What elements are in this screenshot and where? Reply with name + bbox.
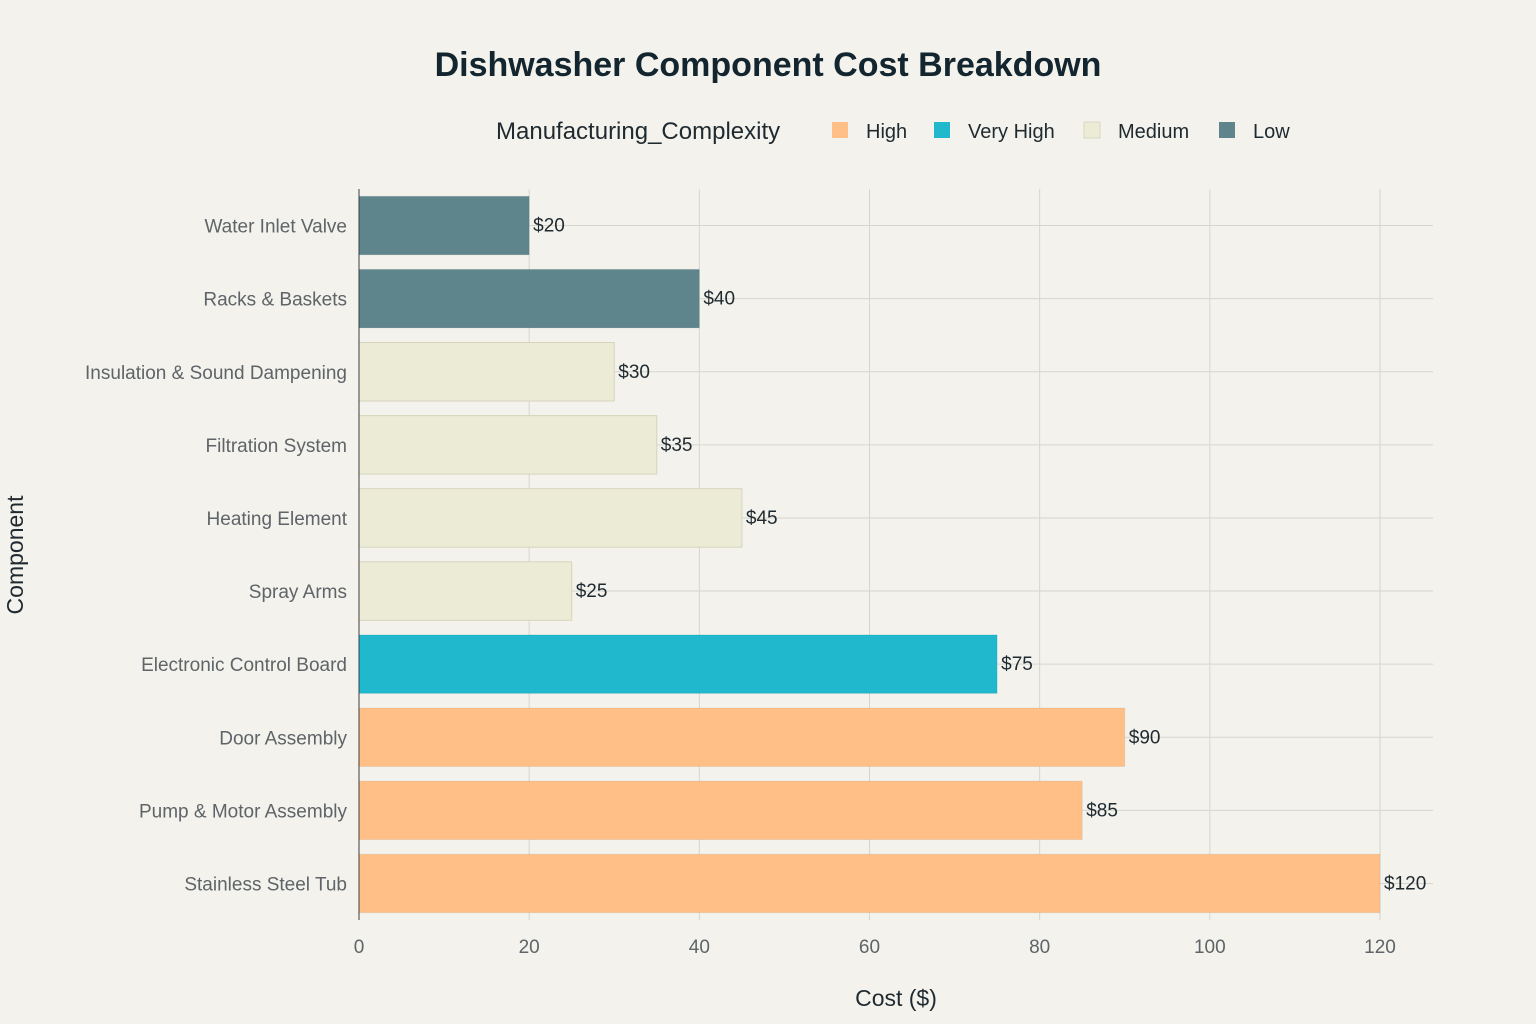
y-category-label: Pump & Motor Assembly <box>139 801 348 822</box>
bar-stainless-steel-tub[interactable] <box>358 853 1381 914</box>
bar-door-assembly[interactable] <box>358 707 1126 767</box>
bar-water-inlet-valve[interactable] <box>358 195 530 256</box>
bar-heating-element[interactable] <box>358 488 743 548</box>
x-tick-label: 60 <box>859 937 880 958</box>
data-label-racks-and-baskets: $40 <box>703 289 735 310</box>
legend-label-very-high[interactable]: Very High <box>968 121 1055 143</box>
legend-label-low[interactable]: Low <box>1253 121 1290 143</box>
bars: $20 $40 $30 $35 $45 $25 $75 $90 $85 $120 <box>358 189 1426 920</box>
legend-swatch-low[interactable] <box>1219 122 1235 138</box>
y-category-label: Electronic Control Board <box>141 655 347 676</box>
bar-spray-arms[interactable] <box>358 561 573 621</box>
y-category-label: Insulation & Sound Dampening <box>85 363 347 384</box>
bar-racks-and-baskets[interactable] <box>358 268 700 329</box>
x-tick-label: 0 <box>354 937 365 958</box>
data-label-filtration-system: $35 <box>661 435 693 456</box>
legend-title: Manufacturing_Complexity <box>496 118 780 145</box>
y-axis-categories: Water Inlet Valve Racks & Baskets Insulati… <box>85 217 348 896</box>
legend: Manufacturing_Complexity High Very High Me… <box>496 118 1290 145</box>
x-axis-title: Cost ($) <box>855 985 937 1011</box>
y-category-label: Door Assembly <box>219 728 347 749</box>
data-label-heating-element: $45 <box>746 508 778 529</box>
bar-pump-and-motor-assembly[interactable] <box>358 780 1083 841</box>
data-label-stainless-steel-tub: $120 <box>1384 873 1426 894</box>
y-category-label: Stainless Steel Tub <box>184 874 347 895</box>
x-axis-ticks: 0 20 40 60 80 100 120 <box>354 937 1396 958</box>
y-axis-title: Component <box>2 495 28 615</box>
y-category-label: Racks & Baskets <box>203 290 347 311</box>
legend-swatch-medium[interactable] <box>1083 121 1101 139</box>
legend-swatch-very-high[interactable] <box>934 122 950 138</box>
y-category-label: Filtration System <box>206 436 347 457</box>
legend-label-high[interactable]: High <box>866 121 907 143</box>
legend-label-medium[interactable]: Medium <box>1118 121 1189 143</box>
data-label-insulation-and-sound-dampening: $30 <box>618 362 650 383</box>
data-label-pump-and-motor-assembly: $85 <box>1086 800 1118 821</box>
x-tick-label: 40 <box>689 937 710 958</box>
bar-electronic-control-board[interactable] <box>358 634 998 694</box>
legend-swatch-high[interactable] <box>832 122 848 138</box>
data-label-electronic-control-board: $75 <box>1001 654 1033 675</box>
bar-filtration-system[interactable] <box>358 415 658 475</box>
data-label-water-inlet-valve: $20 <box>533 216 565 237</box>
x-tick-label: 120 <box>1364 937 1396 958</box>
x-tick-label: 20 <box>519 937 540 958</box>
x-tick-label: 100 <box>1194 937 1226 958</box>
data-label-spray-arms: $25 <box>576 581 608 602</box>
y-category-label: Water Inlet Valve <box>204 217 347 238</box>
chart-title: Dishwasher Component Cost Breakdown <box>435 46 1102 84</box>
y-category-label: Spray Arms <box>249 582 347 603</box>
bar-insulation-and-sound-dampening[interactable] <box>358 342 615 402</box>
data-label-door-assembly: $90 <box>1129 727 1161 748</box>
y-category-label: Heating Element <box>207 509 348 530</box>
x-tick-label: 80 <box>1029 937 1050 958</box>
